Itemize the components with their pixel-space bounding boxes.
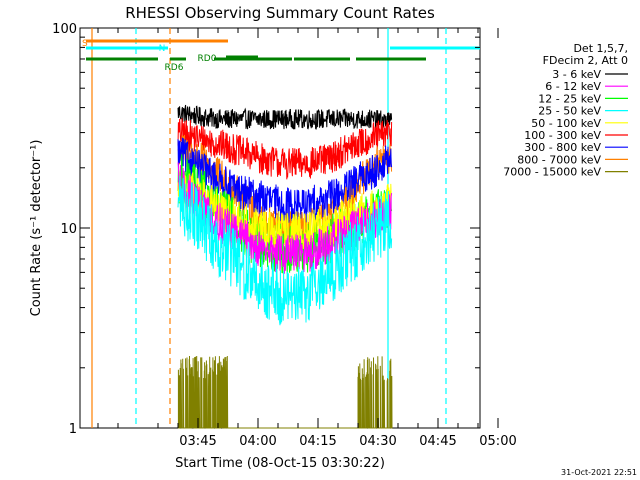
legend-entry-label: 3 - 6 keV bbox=[552, 68, 601, 81]
x-tick-label: 04:15 bbox=[299, 434, 336, 449]
series-line-3-6-kev bbox=[177, 104, 393, 131]
flag-label-rd6: RD6 bbox=[165, 63, 184, 73]
x-axis-label: Start Time (08-Oct-15 03:30:22) bbox=[175, 456, 385, 471]
series-group bbox=[177, 104, 393, 429]
flag-bars: S N RD0 RD6 bbox=[82, 39, 480, 73]
legend-entry-label: 7000 - 15000 keV bbox=[503, 166, 601, 179]
x-axis: 03:45 04:00 04:15 04:30 04:45 05:00 bbox=[97, 28, 517, 449]
x-tick-label: 04:45 bbox=[419, 434, 456, 449]
flag-label-rd0: RD0 bbox=[198, 54, 217, 64]
series-line-7000-15000-kev bbox=[177, 355, 393, 429]
y-tick-label: 10 bbox=[60, 222, 77, 237]
flag-label-n: N bbox=[159, 44, 166, 54]
flag-label-s: S bbox=[82, 39, 88, 49]
legend-entry-label: 12 - 25 keV bbox=[538, 92, 601, 105]
legend-entry-label: 100 - 300 keV bbox=[524, 129, 601, 142]
legend-header-line: Det 1,5,7, bbox=[573, 42, 628, 55]
y-tick-label: 1 bbox=[69, 422, 77, 437]
legend-entry-label: 25 - 50 keV bbox=[538, 105, 601, 118]
x-tick-label: 05:00 bbox=[479, 434, 516, 449]
x-tick-label: 04:30 bbox=[359, 434, 396, 449]
y-tick-label: 100 bbox=[52, 22, 77, 37]
series-line-100-300-kev bbox=[177, 118, 393, 180]
x-tick-label: 03:45 bbox=[179, 434, 216, 449]
series-line-25-50-kev bbox=[177, 175, 393, 326]
footer-timestamp: 31-Oct-2021 22:51 bbox=[561, 468, 637, 477]
legend-entry-label: 6 - 12 keV bbox=[545, 80, 601, 93]
y-axis: 1 10 100 bbox=[52, 22, 480, 437]
x-tick-label: 04:00 bbox=[239, 434, 276, 449]
legend-entry-label: 800 - 7000 keV bbox=[517, 153, 601, 166]
legend-entry-label: 300 - 800 keV bbox=[524, 141, 601, 154]
y-axis-label: Count Rate (s⁻¹ detector⁻¹) bbox=[29, 140, 44, 317]
series-line-6-12-kev bbox=[177, 162, 393, 274]
chart-title: RHESSI Observing Summary Count Rates bbox=[125, 4, 435, 22]
legend-entry-label: 50 - 100 keV bbox=[531, 117, 601, 130]
plot-area: S N RD0 RD6 bbox=[79, 27, 481, 429]
legend-header-line: FDecim 2, Att 0 bbox=[543, 54, 628, 67]
